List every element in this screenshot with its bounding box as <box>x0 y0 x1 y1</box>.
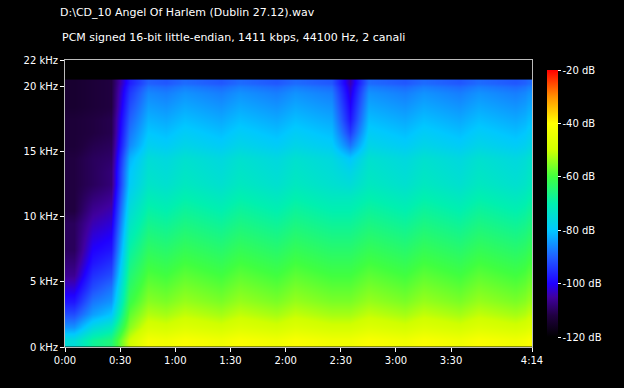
svg-text:-60 dB: -60 dB <box>563 171 596 182</box>
svg-text:0:30: 0:30 <box>109 355 131 366</box>
svg-text:-40 dB: -40 dB <box>563 118 596 129</box>
svg-text:1:30: 1:30 <box>219 355 241 366</box>
svg-text:20 kHz: 20 kHz <box>24 81 58 92</box>
svg-text:-20 dB: -20 dB <box>563 65 596 76</box>
svg-text:10 kHz: 10 kHz <box>24 211 58 222</box>
svg-text:-100 dB: -100 dB <box>563 278 602 289</box>
svg-text:D:\CD_10 Angel Of Harlem (Dubl: D:\CD_10 Angel Of Harlem (Dublin 27.12).… <box>60 6 315 19</box>
svg-text:3:30: 3:30 <box>440 355 462 366</box>
svg-text:-120 dB: -120 dB <box>563 332 602 343</box>
svg-text:15 kHz: 15 kHz <box>24 146 58 157</box>
svg-text:1:00: 1:00 <box>164 355 186 366</box>
svg-text:4:14: 4:14 <box>521 355 543 366</box>
svg-text:0 kHz: 0 kHz <box>30 342 58 353</box>
svg-text:0:00: 0:00 <box>54 355 76 366</box>
svg-text:5 kHz: 5 kHz <box>30 276 58 287</box>
svg-text:PCM signed 16-bit little-endia: PCM signed 16-bit little-endian, 1411 kb… <box>62 31 405 44</box>
svg-text:22 kHz: 22 kHz <box>24 55 58 66</box>
svg-text:-80 dB: -80 dB <box>563 225 596 236</box>
svg-text:2:00: 2:00 <box>274 355 296 366</box>
svg-text:2:30: 2:30 <box>330 355 352 366</box>
svg-text:3:00: 3:00 <box>385 355 407 366</box>
